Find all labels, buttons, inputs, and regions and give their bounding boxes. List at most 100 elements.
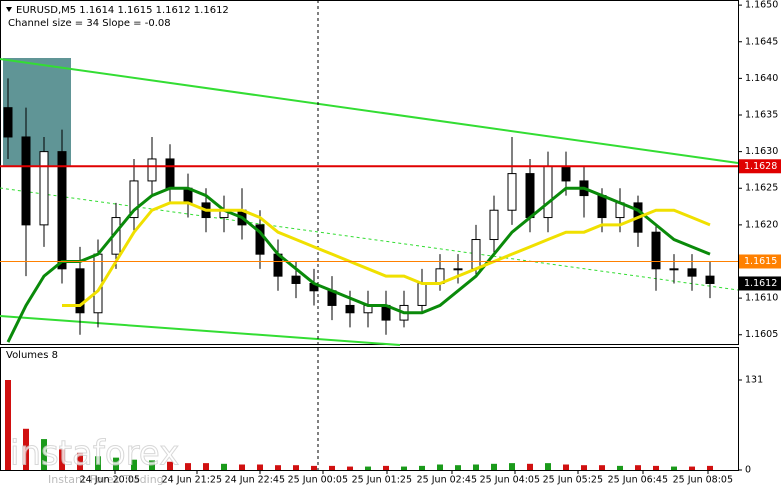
volume-panel (0, 347, 739, 471)
volume-bar (5, 380, 11, 470)
volume-bar (293, 465, 299, 470)
volume-bar (113, 457, 119, 470)
volume-bar (689, 466, 695, 470)
last-price-label: 1.1612 (744, 278, 777, 289)
volume-bar (239, 464, 245, 470)
volume-bar (635, 465, 641, 470)
candle-body (489, 209, 499, 241)
candle-body (75, 268, 85, 314)
volume-tick-label: 131 (745, 375, 763, 386)
watermark-sub: Instant Forex Trading (48, 473, 164, 486)
last-price-tag (739, 276, 781, 291)
volume-bar (167, 461, 173, 470)
volume-bar (383, 465, 389, 470)
volume-title: Volumes 8 (6, 350, 58, 361)
candle-body (507, 173, 517, 211)
x-tick-label: 25 Jun 00:05 (288, 475, 348, 486)
moving-average (6, 186, 711, 343)
volume-bar (95, 456, 101, 470)
candle-body (543, 165, 553, 219)
y-tick-label: 1.1630 (745, 146, 778, 157)
y-tick-label: 1.1620 (745, 219, 778, 230)
volume-bar (185, 463, 191, 470)
volume-bar (257, 464, 263, 470)
moving-average (62, 201, 711, 307)
y-tick-label: 1.1610 (745, 293, 778, 304)
candle-body (669, 268, 679, 271)
highlight-box (3, 58, 71, 166)
volume-bar (671, 466, 677, 470)
volume-bar (617, 465, 623, 470)
volume-bar (653, 465, 659, 470)
volume-bar (347, 466, 353, 470)
candle-body (453, 268, 463, 271)
volume-bar (131, 459, 137, 470)
volume-bar (437, 464, 443, 470)
x-tick-label: 24 Jun 21:25 (162, 475, 222, 486)
level-tag (739, 159, 781, 174)
volume-bar (599, 465, 605, 470)
level-label: 1.1615 (744, 256, 777, 267)
candle-body (417, 282, 427, 306)
volume-bar (563, 464, 569, 470)
candle-body (147, 158, 157, 182)
candle-body (21, 136, 31, 226)
candle-body (57, 151, 67, 270)
x-tick-label: 25 Jun 08:05 (673, 475, 733, 486)
x-tick-label: 25 Jun 02:45 (417, 475, 477, 486)
x-tick-label: 25 Jun 01:25 (352, 475, 412, 486)
volume-bar (311, 465, 317, 470)
level-tag (739, 254, 781, 269)
volume-bar (473, 464, 479, 470)
subtitle: Channel size = 34 Slope = -0.08 (8, 18, 171, 29)
volume-bar (59, 449, 65, 470)
price-panel (0, 0, 739, 345)
channel-upper (0, 58, 739, 164)
y-tick-label: 1.1625 (745, 183, 778, 194)
candle-body (471, 239, 481, 270)
candle-body (165, 158, 175, 189)
volume-bar (491, 463, 497, 470)
volume-bar (419, 465, 425, 470)
candle-body (561, 165, 571, 182)
x-tick-label: 25 Jun 05:25 (543, 475, 603, 486)
y-tick-label: 1.1605 (745, 329, 778, 340)
volume-bar (77, 452, 83, 470)
volume-bar (221, 463, 227, 470)
volume-bar (509, 463, 515, 470)
channel-middle (0, 187, 739, 291)
y-tick-label: 1.1640 (745, 73, 778, 84)
candle-body (345, 304, 355, 314)
x-tick-label: 24 Jun 20:05 (80, 475, 140, 486)
candle-body (129, 180, 139, 219)
volume-bar (149, 460, 155, 470)
y-tick-label: 1.1635 (745, 110, 778, 121)
volume-bar (401, 466, 407, 470)
candle-body (687, 268, 697, 277)
volume-bar (581, 465, 587, 470)
volume-bar (527, 463, 533, 470)
y-tick-label: 1.1645 (745, 36, 778, 47)
volume-bar (203, 463, 209, 470)
volume-bar (707, 465, 713, 470)
volume-bar (329, 465, 335, 470)
candle-body (651, 231, 661, 270)
candle-body (597, 195, 607, 219)
candle-body (255, 224, 265, 255)
y-tick-label: 1.1650 (745, 0, 778, 11)
volume-bar (41, 439, 47, 470)
x-tick-label: 24 Jun 22:45 (225, 475, 285, 486)
volume-tick-label: 0 (745, 465, 751, 476)
candle-body (705, 275, 715, 284)
volume-bar (275, 465, 281, 470)
level-label: 1.1628 (744, 161, 777, 172)
channel-lower (0, 315, 401, 346)
chart-title: EURUSD,M5 1.1614 1.1615 1.1612 1.1612 (16, 5, 229, 16)
candle-body (3, 107, 13, 138)
x-tick-label: 25 Jun 06:45 (608, 475, 668, 486)
candle-body (291, 275, 301, 284)
x-tick-label: 25 Jun 04:05 (480, 475, 540, 486)
candle-body (39, 151, 49, 226)
volume-bar (365, 466, 371, 470)
